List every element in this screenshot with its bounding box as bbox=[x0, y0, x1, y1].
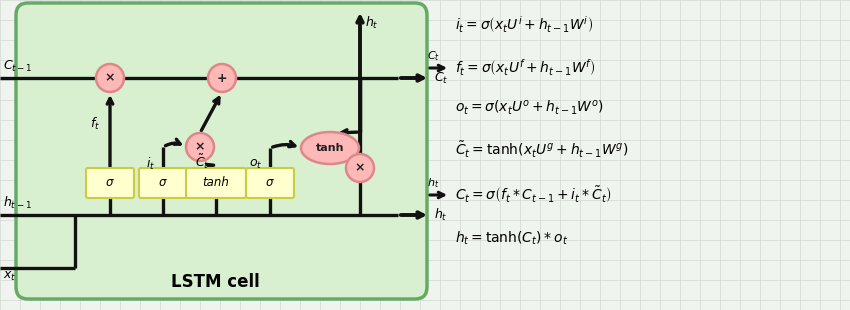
Text: $h_t = \mathrm{tanh}(C_t) * o_t$: $h_t = \mathrm{tanh}(C_t) * o_t$ bbox=[455, 229, 569, 247]
Text: ×: × bbox=[105, 72, 116, 85]
Text: $C_t$: $C_t$ bbox=[434, 70, 449, 86]
Text: $f_t$: $f_t$ bbox=[90, 116, 100, 132]
Text: $C_{t-1}$: $C_{t-1}$ bbox=[3, 59, 32, 74]
Text: $x_t$: $x_t$ bbox=[3, 270, 16, 283]
Text: LSTM cell: LSTM cell bbox=[171, 273, 259, 291]
Text: $\tilde{C}_t = \mathrm{tanh}\left(x_tU^g + h_{t-1}W^g\right)$: $\tilde{C}_t = \mathrm{tanh}\left(x_tU^g… bbox=[455, 140, 629, 160]
Text: $h_{t-1}$: $h_{t-1}$ bbox=[3, 195, 31, 211]
Circle shape bbox=[208, 64, 236, 92]
Text: $\sigma$: $\sigma$ bbox=[158, 176, 167, 189]
FancyBboxPatch shape bbox=[139, 168, 187, 198]
Text: $C_t = \sigma\left(f_t * C_{t-1} + i_t * \tilde{C}_t\right)$: $C_t = \sigma\left(f_t * C_{t-1} + i_t *… bbox=[455, 185, 611, 205]
FancyBboxPatch shape bbox=[16, 3, 427, 299]
Text: $h_t$: $h_t$ bbox=[427, 176, 439, 190]
Text: $f_t = \sigma\left(x_tU^f + h_{t-1}W^f\right)$: $f_t = \sigma\left(x_tU^f + h_{t-1}W^f\r… bbox=[455, 58, 596, 78]
Text: $\sigma$: $\sigma$ bbox=[105, 176, 115, 189]
Circle shape bbox=[346, 154, 374, 182]
FancyBboxPatch shape bbox=[186, 168, 246, 198]
FancyBboxPatch shape bbox=[86, 168, 134, 198]
Text: tanh: tanh bbox=[202, 176, 230, 189]
Ellipse shape bbox=[301, 132, 359, 164]
Circle shape bbox=[186, 133, 214, 161]
FancyBboxPatch shape bbox=[246, 168, 294, 198]
Text: $i_t$: $i_t$ bbox=[146, 155, 155, 171]
Text: $\tilde{C}_t$: $\tilde{C}_t$ bbox=[195, 153, 209, 171]
Text: $o_t$: $o_t$ bbox=[249, 157, 262, 170]
Text: $C_t$: $C_t$ bbox=[427, 49, 440, 63]
Text: $h_t$: $h_t$ bbox=[365, 15, 378, 31]
Text: $i_t = \sigma\left(x_tU^i + h_{t-1}W^i\right)$: $i_t = \sigma\left(x_tU^i + h_{t-1}W^i\r… bbox=[455, 15, 593, 35]
Text: $\sigma$: $\sigma$ bbox=[265, 176, 275, 189]
Text: +: + bbox=[217, 72, 227, 85]
Text: $o_t = \sigma\left(x_tU^o + h_{t-1}W^o\right)$: $o_t = \sigma\left(x_tU^o + h_{t-1}W^o\r… bbox=[455, 99, 604, 117]
Text: tanh: tanh bbox=[315, 143, 344, 153]
Text: ×: × bbox=[354, 162, 366, 175]
Text: $h_t$: $h_t$ bbox=[434, 207, 448, 223]
Text: ×: × bbox=[195, 140, 205, 153]
Circle shape bbox=[96, 64, 124, 92]
